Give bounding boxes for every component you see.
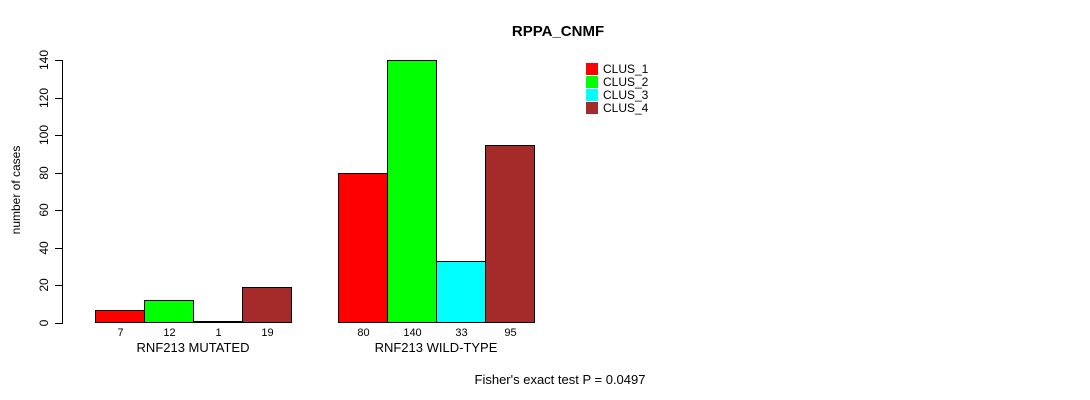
bar-clus_2-group1 — [144, 300, 194, 323]
y-axis-tick-label: 120 — [37, 87, 51, 109]
legend-swatch-icon — [586, 88, 598, 101]
y-axis-tick-label: 140 — [37, 49, 51, 71]
chart-title: RPPA_CNMF — [511, 23, 605, 40]
y-axis-tick-label: 0 — [37, 319, 51, 327]
legend-label: CLUS_1 — [603, 61, 649, 76]
bar-clus_3-group2 — [436, 261, 486, 323]
bar-value-label: 33 — [455, 327, 468, 339]
bar-value-label: 7 — [117, 327, 124, 339]
bar-value-label: 80 — [357, 327, 370, 339]
y-axis-tick-label: 20 — [37, 278, 51, 292]
footnote: Fisher's exact test P = 0.0497 — [474, 372, 646, 387]
x-group-label: RNF213 WILD-TYPE — [374, 340, 498, 355]
y-axis-line — [62, 60, 63, 324]
y-axis-tick-label: 80 — [37, 166, 51, 180]
legend-item-clus_1: CLUS_1 — [586, 62, 648, 75]
legend-item-clus_3: CLUS_3 — [586, 88, 648, 101]
bar-value-label: 1 — [215, 327, 222, 339]
bar-clus_3-group1 — [193, 321, 243, 323]
y-axis-tick-label: 100 — [37, 124, 51, 146]
y-axis-tick — [55, 135, 62, 136]
legend-swatch-icon — [586, 101, 598, 114]
bar-value-label: 19 — [261, 327, 274, 339]
bar-clus_4-group2 — [485, 145, 535, 323]
bar-value-label: 95 — [504, 327, 517, 339]
y-axis-tick — [55, 248, 62, 249]
legend-swatch-icon — [586, 75, 598, 88]
bar-value-label: 140 — [403, 327, 422, 339]
y-axis-tick — [55, 323, 62, 324]
y-axis-tick — [55, 173, 62, 174]
y-axis-tick — [55, 285, 62, 286]
legend-label: CLUS_2 — [603, 74, 649, 89]
y-axis-tick — [55, 98, 62, 99]
bar-clus_1-group2 — [338, 173, 388, 323]
y-axis-tick — [55, 210, 62, 211]
x-group-label: RNF213 MUTATED — [136, 340, 250, 355]
legend-label: CLUS_4 — [603, 100, 649, 115]
y-axis-title: number of cases — [9, 145, 23, 235]
y-axis-tick-label: 40 — [37, 241, 51, 255]
bar-clus_2-group2 — [387, 60, 437, 323]
bar-clus_1-group1 — [95, 310, 145, 323]
legend-item-clus_2: CLUS_2 — [586, 75, 648, 88]
y-axis-tick — [55, 60, 62, 61]
legend-item-clus_4: CLUS_4 — [586, 101, 648, 114]
legend-label: CLUS_3 — [603, 87, 649, 102]
legend-swatch-icon — [586, 62, 598, 75]
y-axis-tick-label: 60 — [37, 203, 51, 217]
bar-value-label: 12 — [163, 327, 176, 339]
bar-clus_4-group1 — [242, 287, 292, 323]
